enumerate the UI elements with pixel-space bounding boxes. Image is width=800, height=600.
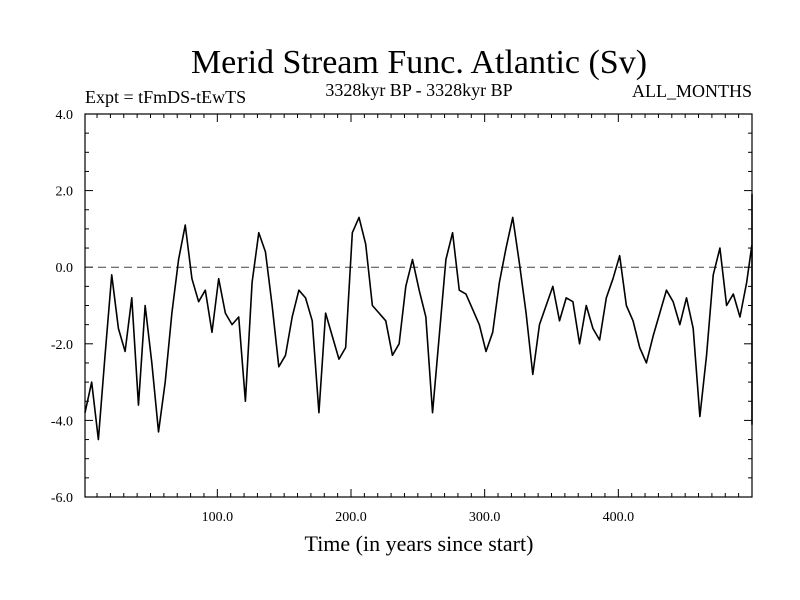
axis-tick-labels: 4.0 2.0 0.0 -2.0 -4.0 -6.0 100.0 200.0 300.0 400.… (51, 108, 634, 525)
series-line (84, 193, 753, 441)
x-tick-label: 400.0 (603, 510, 635, 525)
y-tick-label: -4.0 (51, 414, 73, 429)
x-tick-label: 300.0 (469, 510, 501, 525)
period-label: 3328kyr BP - 3328kyr BP (325, 80, 512, 100)
y-tick-label: 4.0 (56, 108, 74, 123)
x-tick-label: 200.0 (335, 510, 367, 525)
y-tick-label: -2.0 (51, 338, 73, 353)
months-label: ALL_MONTHS (632, 81, 752, 101)
y-tick-label: 2.0 (56, 185, 74, 200)
y-tick-label: 0.0 (56, 261, 74, 276)
plot-frame (84, 113, 753, 498)
chart-title: Merid Stream Func. Atlantic (Sv) (191, 44, 647, 81)
y-tick-label: -6.0 (51, 491, 73, 506)
axis-ticks (85, 113, 753, 498)
x-tick-label: 100.0 (202, 510, 234, 525)
x-axis-label: Time (in years since start) (305, 531, 534, 556)
experiment-label: Expt = tFmDS-tEwTS (85, 87, 246, 107)
